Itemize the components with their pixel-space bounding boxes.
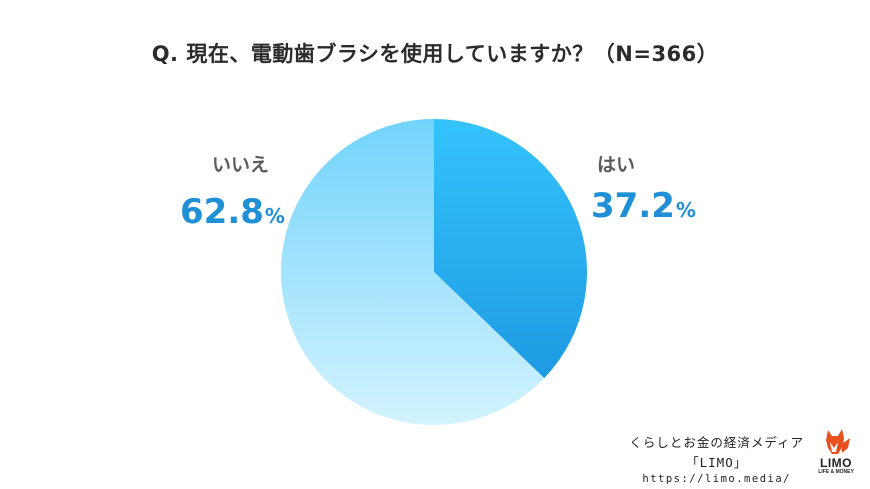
limo-logo: LIMO LIFE & MONEY bbox=[814, 426, 858, 478]
pie-slice-yes bbox=[434, 119, 587, 379]
logo-tagline: LIFE & MONEY bbox=[818, 469, 854, 475]
logo-name: LIMO bbox=[820, 456, 852, 470]
credit-url: https://limo.media/ bbox=[642, 473, 791, 485]
source-credit: くらしとお金の経済メディア 「LIMO」 https://limo.media/ bbox=[629, 432, 804, 485]
chart-title: Q. 現在、電動歯ブラシを使用していますか？（N=366） bbox=[151, 42, 719, 66]
slice-value-yes-number: 37.2 bbox=[591, 186, 675, 226]
slice-value-yes: 37.2% bbox=[591, 189, 696, 223]
slice-label-no: いいえ bbox=[212, 154, 270, 176]
fox-logo-icon bbox=[826, 429, 850, 454]
pie-slice-no bbox=[281, 118, 545, 425]
slice-value-no-number: 62.8 bbox=[180, 192, 264, 232]
slice-value-yes-unit: % bbox=[675, 198, 696, 222]
slice-label-yes: はい bbox=[597, 154, 636, 176]
slice-value-no: 62.8% bbox=[180, 195, 285, 229]
credit-line-2: 「LIMO」 bbox=[686, 455, 748, 470]
slice-value-no-unit: % bbox=[264, 204, 285, 228]
credit-line-1: くらしとお金の経済メディア bbox=[629, 435, 804, 450]
